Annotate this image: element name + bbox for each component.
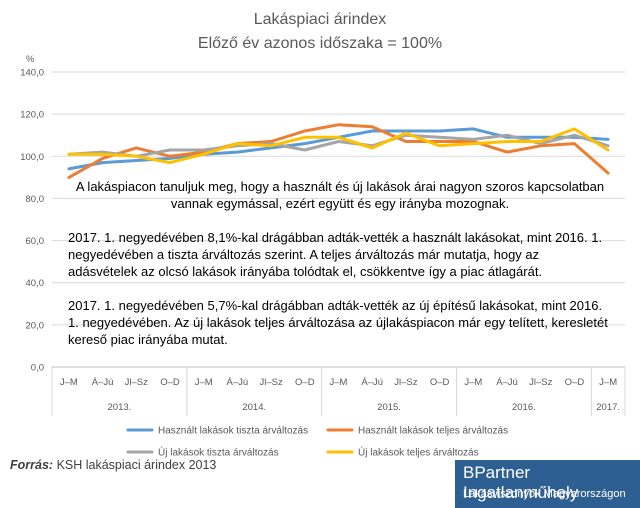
x-year-label: 2014. [242,402,266,413]
chart-subtitle: Előző év azonos időszaka = 100% [198,35,442,52]
x-category-label: O–D [295,377,315,388]
legend-label: Új lakások tiszta árváltozás [158,446,279,459]
source-note: Forrás: KSH lakáspiaci árindex 2013 [10,458,216,472]
x-category-label: J–M [195,377,213,388]
x-category-label: Jl–Sz [125,377,148,388]
annotation-box: A lakáspiacon tanuljuk meg, hogy a haszn… [68,178,612,365]
y-tick-label: 80,0 [26,194,45,205]
x-year-label: 2016. [512,402,536,413]
chart-title: Lakáspiaci árindex [254,11,387,28]
y-tick-label: 0,0 [31,363,44,374]
series-line-2 [67,123,610,179]
x-category-label: Jl–Sz [394,377,417,388]
y-tick-label: 140,0 [20,68,44,79]
x-category-label: J–M [330,377,348,388]
x-category-label: Á–Jú [227,377,249,388]
legend-label: Használt lakások tiszta árváltozás [158,426,308,437]
series-line-4 [67,127,610,165]
y-tick-label: 100,0 [20,152,44,163]
series-line-3 [67,133,610,158]
legend-label: Új lakások teljes árváltozás [358,446,479,459]
price-index-chart: Lakáspiaci árindex Előző év azonos idősz… [20,11,626,459]
x-year-label: 2015. [377,402,401,413]
y-tick-label: 20,0 [26,320,45,331]
x-category-label: O–D [565,377,585,388]
annotation-paragraph-2: 2017. 1. negyedévében 8,1%-kal drágábban… [68,230,603,279]
logo-tagline: Lakásviszonyok Magyarországon [463,488,626,500]
x-category-label: O–D [430,377,450,388]
x-year-label: 2013. [108,402,132,413]
legend-label: Használt lakások teljes árváltozás [358,426,508,437]
x-category-label: Jl–Sz [259,377,282,388]
y-tick-label: 120,0 [20,110,44,121]
x-category-label: Jl–Sz [529,377,552,388]
annotation-paragraph-3: 2017. 1. negyedévében 5,7%-kal drágábban… [68,298,608,347]
x-category-label: Á–Jú [496,377,518,388]
logo-name: BPartner Ingatlanműhely [463,463,579,502]
x-category-label: J–M [599,377,617,388]
source-text: KSH lakáspiaci árindex 2013 [56,458,217,472]
brand-logo: BPartner Ingatlanműhely Lakásviszonyok M… [455,460,640,508]
x-category-label: J–M [464,377,482,388]
x-category-label: J–M [60,377,78,388]
x-category-label: Á–Jú [92,377,114,388]
x-category-label: Á–Jú [361,377,383,388]
y-tick-label: 40,0 [26,278,45,289]
y-axis-unit: % [26,54,35,65]
x-category-label: O–D [160,377,180,388]
x-year-label: 2017. [596,402,620,413]
source-label: Forrás: [10,458,54,472]
y-tick-label: 60,0 [26,236,45,247]
annotation-paragraph-1: A lakáspiacon tanuljuk meg, hogy a haszn… [75,179,605,211]
